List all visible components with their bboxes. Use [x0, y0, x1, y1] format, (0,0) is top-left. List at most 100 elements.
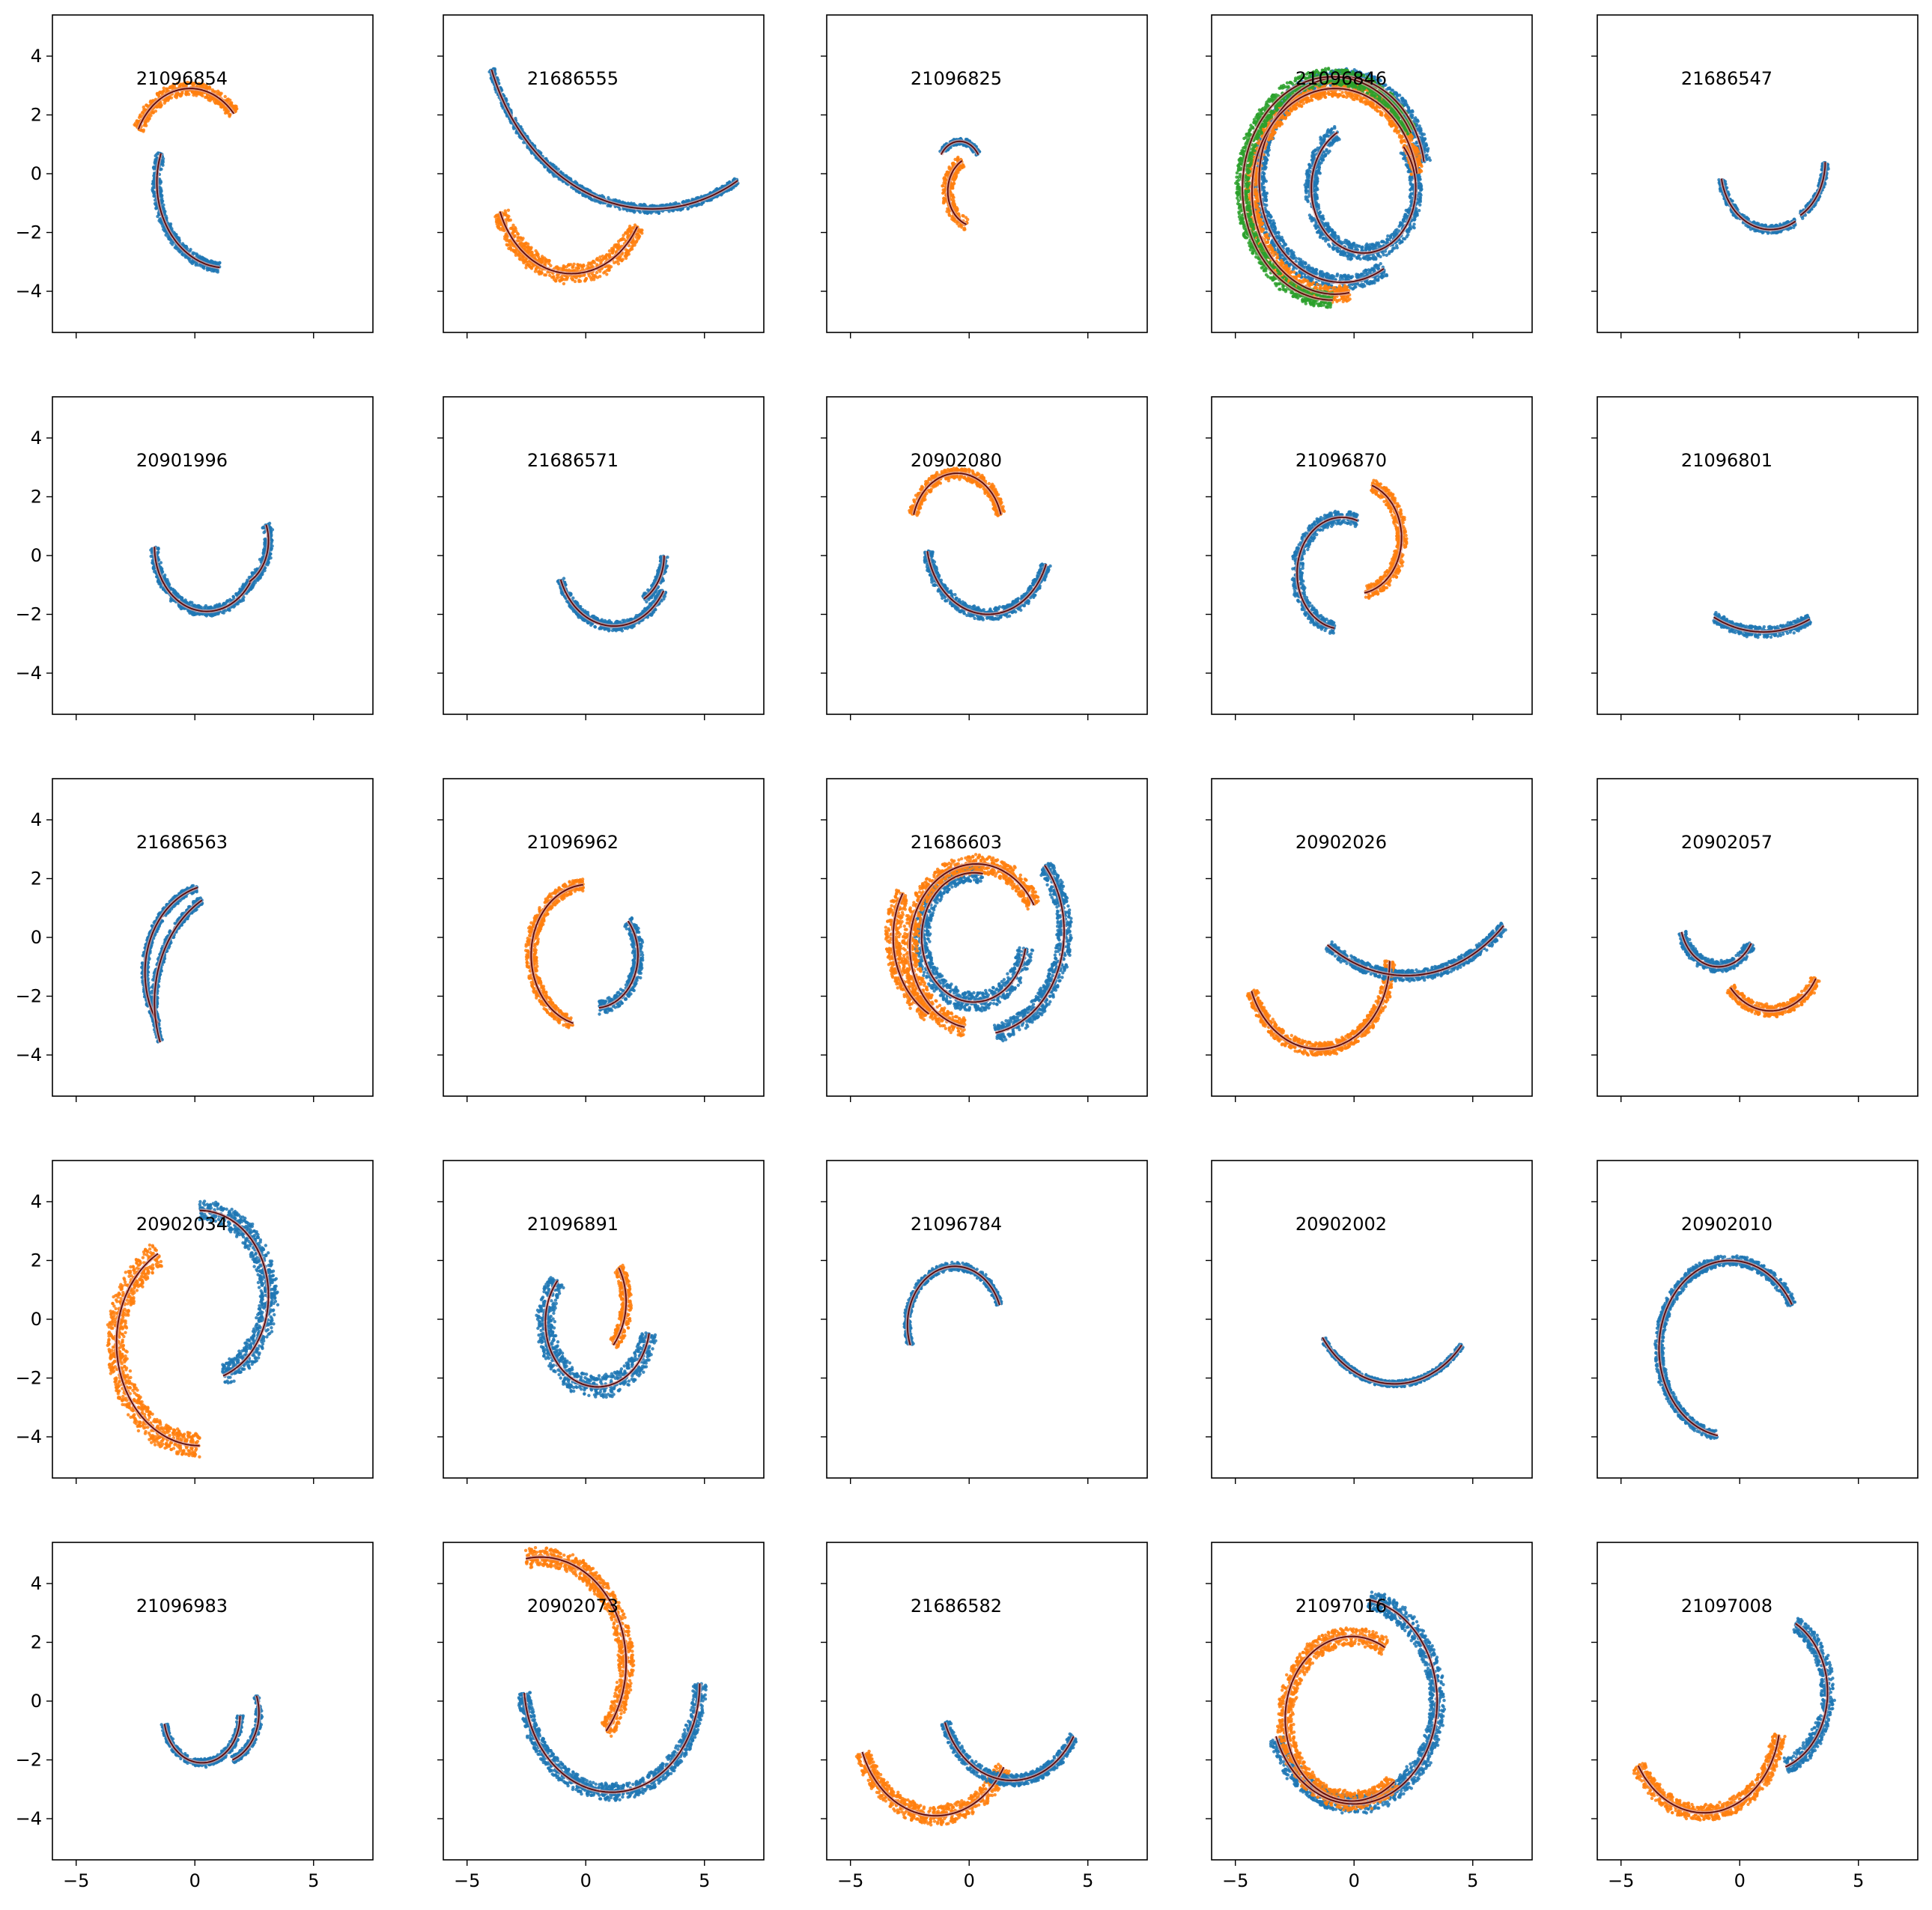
scatter-point: [570, 276, 574, 280]
scatter-point: [1368, 243, 1372, 246]
scatter-point: [521, 237, 525, 240]
scatter-point: [540, 271, 544, 275]
scatter-point: [529, 246, 532, 250]
scatter-point: [514, 229, 518, 234]
scatter-point: [945, 210, 949, 213]
scatter-point: [537, 257, 541, 261]
scatter-point: [592, 260, 595, 264]
scatter-point: [202, 267, 206, 270]
scatter-point: [1412, 218, 1417, 222]
scatter-point: [178, 92, 182, 97]
scatter-point: [588, 189, 592, 192]
scatter-point: [1331, 246, 1335, 250]
scatter-point: [163, 98, 168, 102]
scatter-point: [1376, 253, 1380, 257]
scatter-point: [1304, 195, 1308, 199]
panel-plot-area: [1234, 67, 1433, 309]
scatter-point: [532, 264, 535, 268]
scatter-point: [506, 208, 511, 212]
scatter-point: [602, 271, 606, 275]
scatter-point: [1320, 139, 1325, 143]
scatter-point: [587, 261, 591, 265]
scatter-point: [651, 204, 654, 207]
scatter-point: [1380, 240, 1384, 243]
scatter-point: [1417, 209, 1421, 213]
scatter-point: [690, 198, 694, 201]
scatter-point: [1328, 225, 1331, 229]
scatter-point: [1307, 213, 1312, 217]
scatter-point: [544, 273, 548, 277]
scatter-point: [556, 167, 560, 171]
scatter-point: [161, 163, 165, 167]
scatter-point: [558, 279, 562, 283]
scatter-point: [1303, 275, 1307, 279]
panel-title: 21096854: [136, 68, 228, 89]
scatter-point: [166, 235, 170, 239]
scatter-point: [1343, 238, 1348, 243]
scatter-point: [1314, 187, 1318, 191]
scatter-point: [1325, 149, 1328, 153]
scatter-point: [496, 220, 501, 225]
scatter-point: [534, 267, 538, 270]
scatter-point: [595, 263, 599, 267]
scatter-point: [1418, 124, 1421, 128]
scatter-point: [519, 236, 523, 240]
scatter-point: [1318, 235, 1322, 239]
scatter-point: [610, 246, 614, 251]
scatter-point: [1379, 262, 1382, 266]
scatter-point: [192, 82, 196, 85]
scatter-point: [1303, 183, 1307, 187]
scatter-point: [699, 202, 704, 207]
scatter-point: [511, 244, 516, 248]
scatter-point: [686, 207, 690, 211]
scatter-point: [555, 276, 559, 280]
scatter-point: [1306, 200, 1310, 204]
scatter-point: [1370, 246, 1374, 250]
scatter-point: [611, 251, 615, 255]
scatter-point: [159, 189, 162, 193]
scatter-point: [189, 82, 193, 85]
scatter-point: [957, 168, 961, 171]
scatter-point: [599, 260, 603, 264]
scatter-point: [564, 268, 568, 272]
scatter-point: [1385, 240, 1389, 244]
scatter-point: [1386, 234, 1390, 238]
scatter-point: [174, 96, 178, 100]
scatter-point: [505, 243, 508, 246]
scatter-point: [168, 225, 172, 228]
scatter-point: [1319, 161, 1323, 165]
scatter-point: [161, 156, 165, 161]
scatter-point: [1418, 185, 1423, 189]
scatter-point: [1321, 158, 1325, 162]
scatter-point: [577, 279, 581, 284]
scatter-point: [1336, 234, 1340, 239]
scatter-point: [207, 267, 211, 272]
scatter-point: [1394, 243, 1399, 248]
scatter-point: [228, 113, 231, 118]
scatter-point: [152, 186, 157, 189]
scatter-point: [522, 141, 526, 145]
scatter-point: [223, 94, 227, 99]
scatter-point: [667, 210, 671, 213]
scatter-point: [1360, 246, 1364, 249]
scatter-point: [1328, 149, 1331, 153]
scatter-point: [523, 260, 526, 264]
scatter-point: [1331, 230, 1334, 234]
scatter-point: [175, 82, 180, 85]
scatter-point: [160, 197, 164, 201]
scatter-point: [540, 258, 544, 262]
scatter-point: [218, 261, 222, 264]
scatter-point: [1401, 219, 1406, 222]
scatter-point: [196, 263, 200, 267]
scatter-point: [624, 256, 628, 261]
scatter-point: [554, 279, 558, 283]
scatter-point: [947, 165, 951, 169]
scatter-point: [961, 163, 965, 168]
scatter-point: [595, 276, 600, 279]
scatter-point: [1333, 139, 1337, 143]
fit-curve: [947, 160, 967, 225]
scatter-point: [1374, 256, 1378, 261]
scatter-point: [625, 209, 629, 213]
scatter-point: [1419, 193, 1423, 197]
scatter-point: [598, 201, 603, 205]
